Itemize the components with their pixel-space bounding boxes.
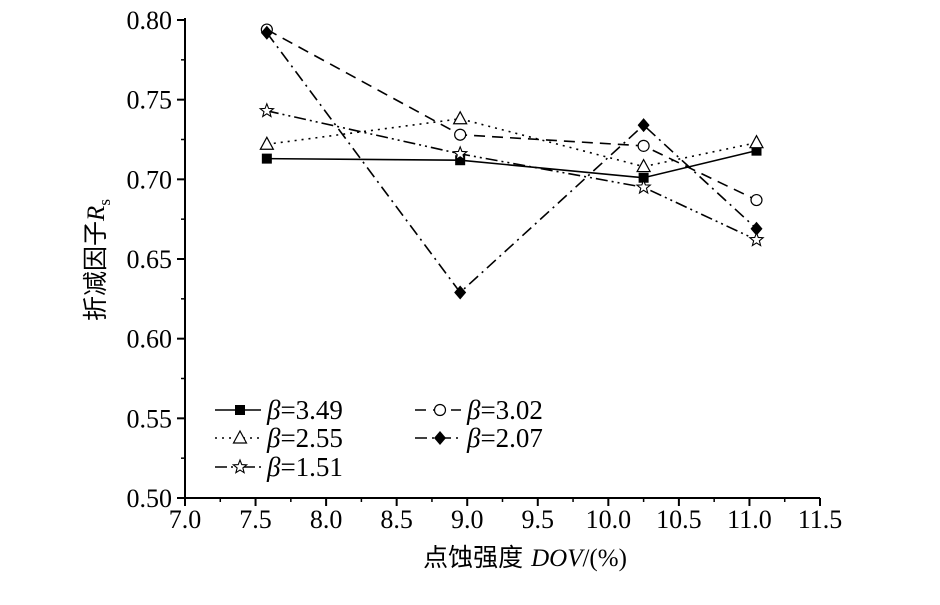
y-tick-label: 0.80 [127, 6, 173, 35]
series-5 [258, 102, 765, 247]
y-tick-label: 0.60 [127, 325, 173, 354]
data-point-marker [636, 158, 652, 173]
legend-marker [434, 431, 446, 445]
data-point-marker [454, 285, 467, 300]
legend-marker [232, 429, 248, 444]
data-point-marker [258, 102, 275, 118]
data-point-marker [751, 145, 762, 156]
legend-label: β=2.07 [466, 423, 543, 453]
series-line [266, 32, 758, 294]
series-line [266, 149, 757, 179]
x-tick-label: 7.5 [239, 505, 272, 534]
data-point-marker [260, 25, 273, 40]
legend-label: β=1.51 [266, 452, 343, 482]
series-line [266, 117, 757, 168]
data-point-marker [637, 139, 650, 152]
legend-symbol: β [466, 423, 481, 453]
data-point-marker [748, 231, 765, 247]
x-tick-label: 9.5 [522, 505, 555, 534]
legend-item: β=2.07 [415, 423, 543, 453]
x-axis-title-cjk: 点蚀强度 [423, 543, 523, 572]
y-tick-label: 0.65 [127, 245, 173, 274]
x-axis-title-unit: /(%) [582, 545, 626, 572]
axes: 7.0 7.5 8.0 8.5 9.0 9.5 10.0 10.5 11.0 11.5 0.50 0.… [127, 6, 843, 534]
legend-value: =3.02 [480, 395, 542, 425]
legend-value: =2.07 [480, 423, 542, 453]
legend-symbol: β [266, 452, 281, 482]
series-4 [260, 25, 763, 300]
data-point-marker [638, 172, 649, 183]
x-tick-label: 11.5 [798, 505, 843, 534]
y-axis-title-cjk: 折减因子 [81, 221, 110, 321]
x-tick-label: 11.0 [727, 505, 772, 534]
legend: β=3.49 β=3.02β=2.55 β=2.07β=1.51 [215, 395, 543, 482]
series-layer [258, 23, 765, 300]
y-axis-title-var: R [83, 206, 110, 222]
series-1 [261, 145, 762, 183]
legend-marker [231, 458, 249, 474]
data-point-marker [635, 178, 652, 195]
data-point-marker [261, 153, 272, 164]
series-line [266, 110, 757, 241]
legend-item: β=3.49 [215, 395, 343, 425]
x-axis-title-var: DOV [530, 545, 585, 572]
data-point-marker [259, 136, 275, 150]
legend-symbol: β [266, 423, 281, 453]
x-tick-label: 7.0 [169, 505, 202, 534]
series-line [266, 28, 757, 201]
legend-value: =2.55 [280, 423, 342, 453]
legend-label: β=3.49 [266, 395, 343, 425]
legend-label: β=3.02 [466, 395, 543, 425]
legend-label: β=2.55 [266, 423, 343, 453]
data-point-marker [750, 221, 763, 236]
x-tick-label: 8.0 [310, 505, 343, 534]
data-point-marker [454, 128, 467, 141]
x-tick-label: 9.0 [451, 505, 484, 534]
x-tick-label: 10.5 [656, 505, 702, 534]
x-tick-label: 8.5 [380, 505, 413, 534]
legend-item: β=2.55 [215, 423, 343, 453]
data-point-marker [748, 134, 765, 149]
legend-symbol: β [266, 395, 281, 425]
legend-symbol: β [466, 395, 481, 425]
data-point-marker [452, 110, 468, 125]
x-axis-title: 点蚀强度 DOV/(%) [423, 543, 627, 572]
data-point-marker [637, 118, 650, 133]
y-axis-title-sub: s [95, 199, 114, 206]
series-2 [260, 23, 763, 207]
series-3 [259, 110, 765, 173]
y-tick-label: 0.70 [127, 165, 173, 194]
legend-marker [433, 403, 447, 417]
y-tick-label: 0.55 [127, 404, 173, 433]
legend-marker [235, 405, 245, 415]
y-tick-label: 0.50 [127, 484, 173, 513]
x-tick-label: 10.0 [586, 505, 632, 534]
y-axis-title: 折减因子Rs [81, 199, 114, 321]
legend-value: =3.49 [280, 395, 342, 425]
legend-value: =1.51 [280, 452, 342, 482]
data-point-marker [750, 193, 763, 207]
legend-item: β=1.51 [215, 452, 343, 482]
data-point-marker [455, 155, 466, 166]
data-point-marker [452, 145, 469, 161]
legend-item: β=3.02 [415, 395, 543, 425]
y-tick-label: 0.75 [127, 86, 173, 115]
